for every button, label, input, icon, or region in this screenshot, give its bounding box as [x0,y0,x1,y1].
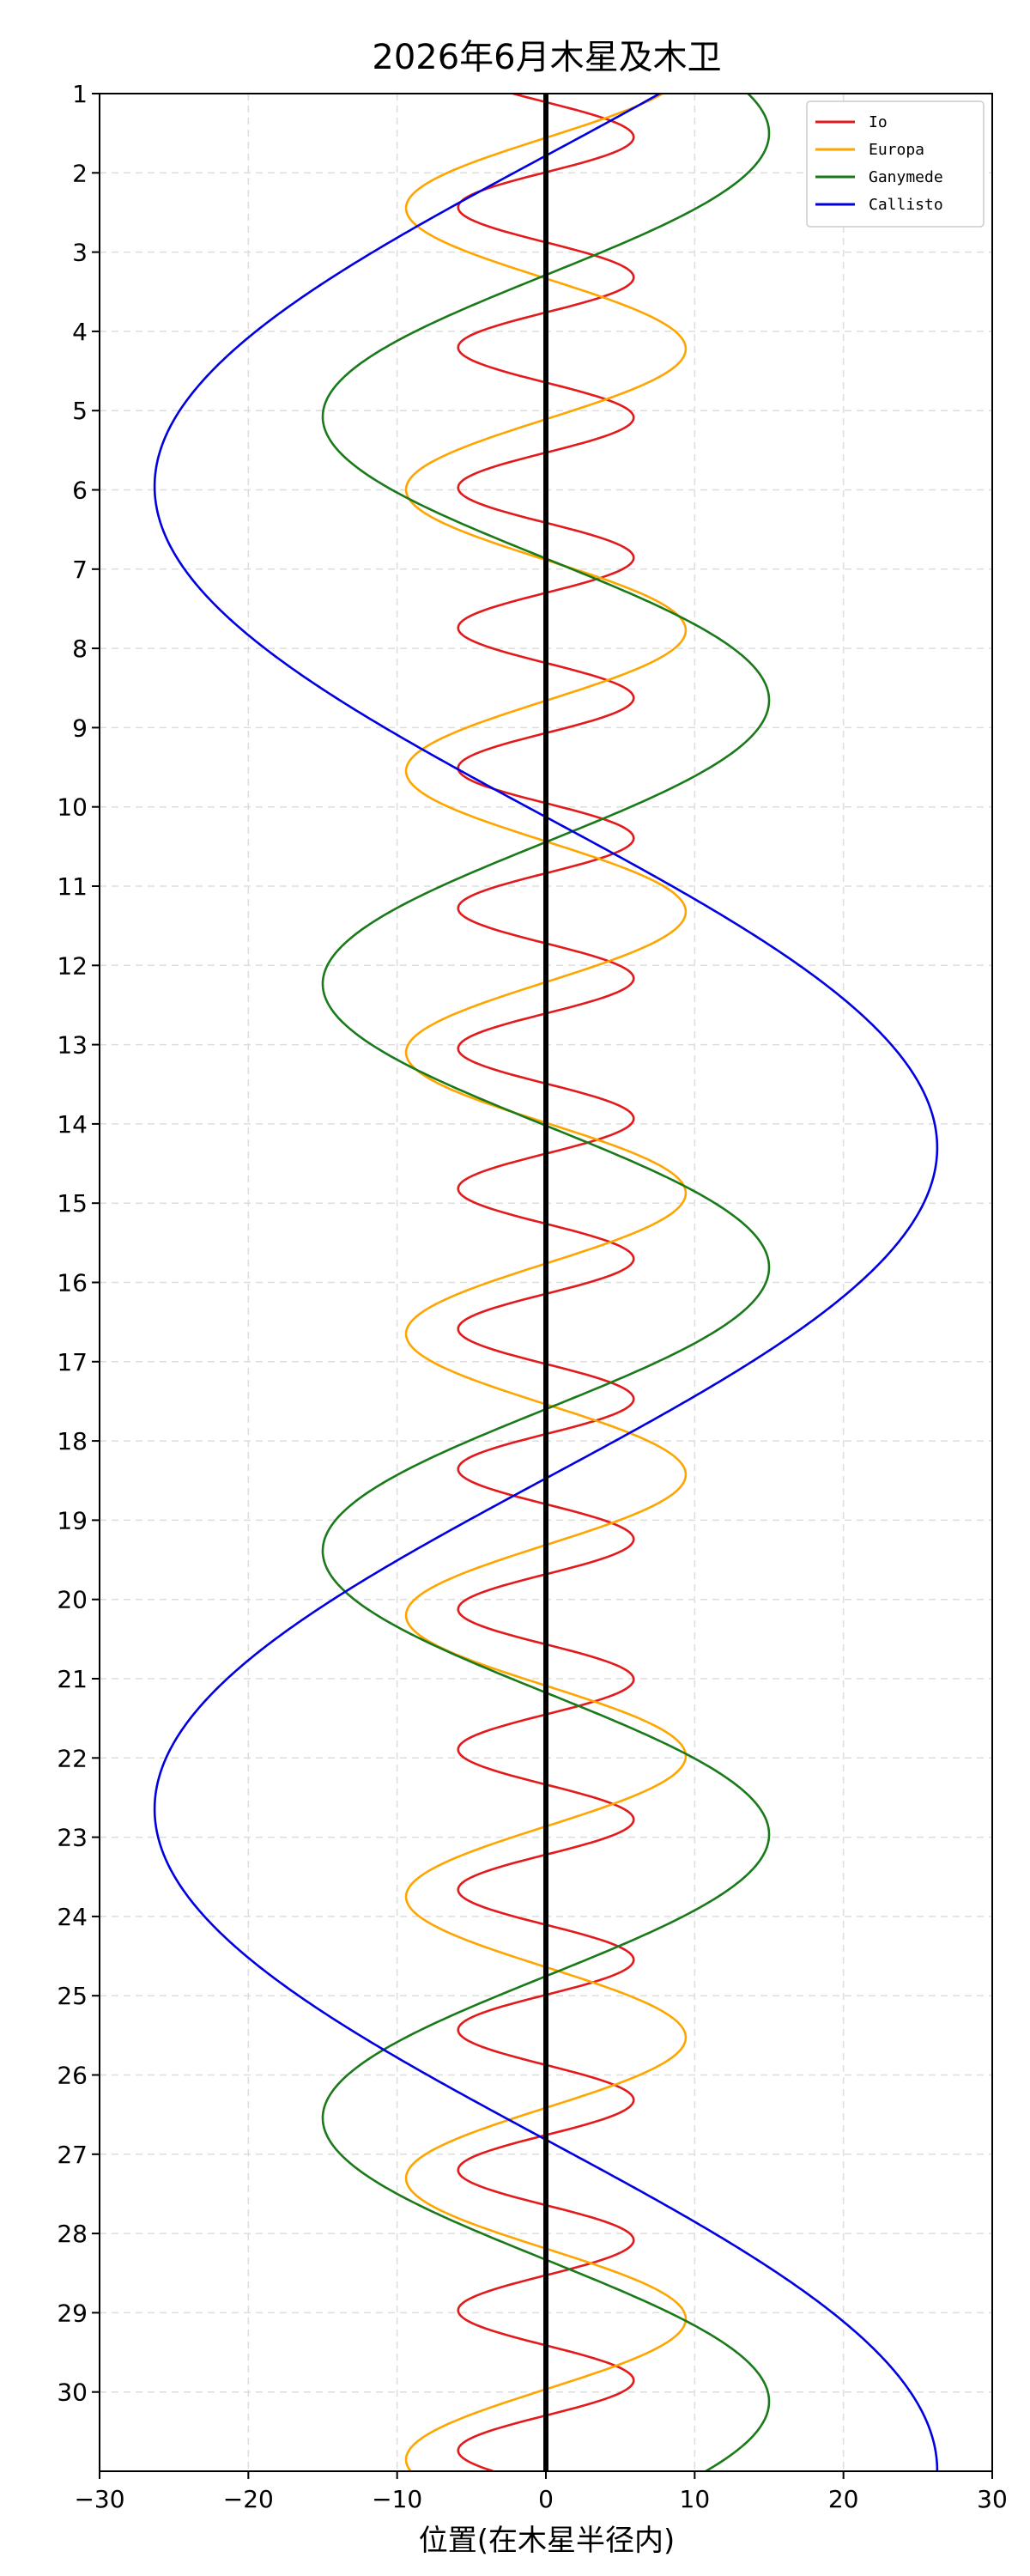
legend-box [806,100,985,228]
y-tick-label: 25 [57,1982,88,2010]
y-tick-label: 26 [57,2062,88,2090]
y-tick-label: 8 [72,635,88,663]
y-tick-label: 28 [57,2220,88,2248]
y-axis-ticks: 1234567891011121314151617181920212223242… [57,80,100,2407]
y-tick-label: 19 [57,1506,88,1534]
y-tick-label: 12 [57,951,88,980]
y-tick-label: 30 [57,2379,88,2407]
y-tick-label: 4 [72,318,88,346]
x-tick-label: −20 [223,2485,274,2513]
y-tick-label: 13 [57,1031,88,1060]
x-tick-label: −30 [74,2485,124,2513]
y-tick-label: 2 [72,159,88,187]
x-tick-label: 10 [680,2485,711,2513]
y-tick-label: 24 [57,1903,88,1931]
plot-area [153,94,939,2471]
chart-title: 2026年6月木星及木卫 [372,38,721,77]
legend: Io Europa Ganymede Callisto [806,100,985,228]
x-tick-label: 0 [538,2485,554,2513]
x-axis-label: 位置(在木星半径内) [419,2524,676,2558]
y-tick-label: 16 [57,1269,88,1297]
y-tick-label: 5 [72,397,88,425]
y-tick-label: 29 [57,2299,88,2327]
series-line-callisto [153,94,939,2471]
y-tick-label: 9 [72,714,88,742]
y-tick-label: 3 [72,239,88,267]
legend-label-io: Io [869,113,888,131]
y-tick-label: 6 [72,477,88,505]
y-tick-label: 7 [72,556,88,584]
y-tick-label: 10 [57,793,88,822]
y-tick-label: 17 [57,1348,88,1376]
y-tick-label: 22 [57,1744,88,1772]
x-tick-label: 20 [828,2485,859,2513]
y-tick-label: 27 [57,2141,88,2169]
legend-label-europa: Europa [869,141,924,159]
y-tick-label: 15 [57,1189,88,1218]
y-tick-label: 1 [72,80,88,108]
y-tick-label: 14 [57,1110,88,1139]
y-tick-label: 23 [57,1824,88,1852]
y-tick-label: 18 [57,1427,88,1455]
x-tick-label: 30 [977,2485,1008,2513]
series-line-io [457,94,635,2471]
series-line-europa [404,94,688,2471]
series-line-ganymede [321,94,771,2471]
y-tick-label: 11 [57,872,88,901]
y-tick-label: 20 [57,1586,88,1614]
legend-label-callisto: Callisto [869,196,943,214]
x-axis-ticks: −30 −20 −10 0 10 20 30 [74,2471,1008,2513]
legend-label-ganymede: Ganymede [869,168,943,186]
x-tick-label: −10 [372,2485,422,2513]
y-tick-label: 21 [57,1665,88,1693]
